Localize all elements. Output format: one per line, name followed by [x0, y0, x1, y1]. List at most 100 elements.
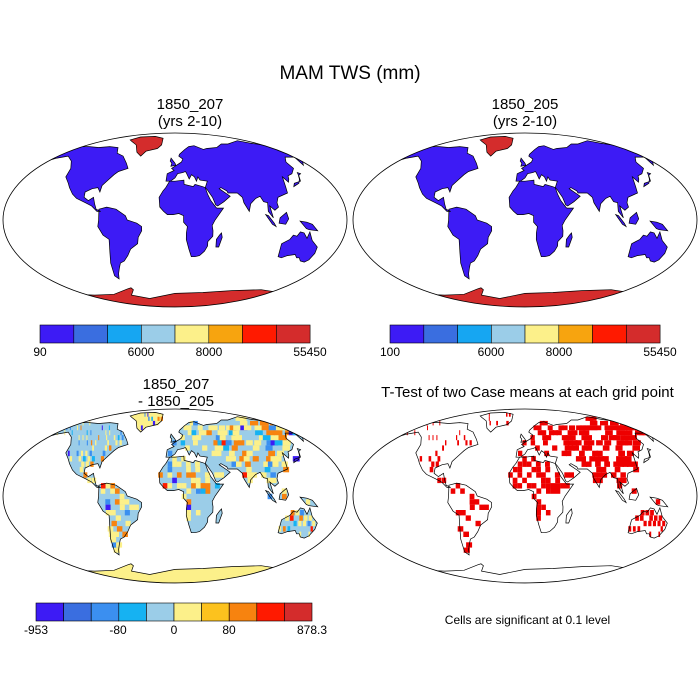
grid-cell-18	[298, 520, 302, 527]
grid-cell-82	[611, 472, 617, 478]
grid-cell-174	[233, 440, 241, 446]
coast-borneo	[278, 487, 290, 501]
grid-cell-212	[198, 430, 204, 436]
land-madagascar	[215, 508, 223, 523]
grid-cell-163	[632, 440, 641, 446]
land-madagascar	[215, 232, 223, 247]
grid-cell-171	[217, 440, 224, 446]
grid-cell-124	[181, 456, 186, 462]
coast-borneo	[278, 211, 290, 225]
grid-cell-121	[616, 456, 623, 462]
grid-cell-179	[612, 435, 621, 441]
grid-cell-190	[180, 435, 185, 441]
grid-cell-115	[272, 461, 279, 467]
grid-cell-153	[567, 440, 574, 446]
grid-cell-121	[92, 456, 95, 462]
grid-cell-87	[531, 466, 537, 473]
grid-cell-230	[610, 420, 619, 426]
cb3-swatch-5	[173, 602, 202, 622]
grid-cell-33	[536, 504, 542, 510]
grid-cell-104	[604, 461, 610, 467]
grid-cell-30	[469, 504, 475, 510]
grid-cell-205	[561, 425, 568, 431]
grid-cell-98	[526, 461, 532, 467]
grid-cell-49	[181, 493, 187, 500]
grid-cell-122	[100, 456, 104, 462]
cb3-tick-4: 878.3	[296, 623, 328, 637]
grid-cell-123	[172, 456, 177, 462]
grid-cell-56	[555, 483, 561, 489]
grid-cell-74	[536, 472, 541, 478]
grid-cell-227	[543, 420, 548, 426]
land-africa	[159, 180, 224, 257]
grid-cell-9	[107, 526, 114, 532]
grid-cell-96	[167, 466, 173, 473]
grid-cell-258	[189, 420, 195, 426]
grid-cell-133	[626, 450, 634, 457]
grid-cell-47	[305, 499, 311, 505]
grid-cell-108	[185, 461, 191, 467]
cb3-swatch-8	[256, 602, 285, 622]
panel-1-title-line-2: (yrs 2-10)	[157, 113, 223, 130]
grid-cell-126	[230, 456, 236, 462]
grid-cell-276	[144, 413, 146, 417]
grid-cell-209	[583, 425, 591, 431]
grid-cell-230	[101, 425, 103, 431]
coast-eurasia	[515, 140, 657, 219]
grid-cell-63	[522, 477, 527, 484]
grid-cell-71	[508, 472, 513, 478]
grid-cell-224	[496, 420, 498, 426]
grid-cell-189	[556, 430, 562, 436]
grid-cell-166	[436, 435, 438, 441]
grid-cell-54	[115, 488, 120, 494]
grid-cell-27	[304, 515, 308, 521]
grid-cell-100	[545, 461, 550, 467]
grid-cell-120	[602, 456, 609, 462]
grid-cell-180	[620, 435, 629, 441]
grid-cell-109	[195, 461, 200, 467]
grid-cell-86	[190, 472, 196, 478]
grid-cell-101	[581, 461, 587, 467]
grid-cell-23	[186, 515, 191, 521]
grid-cell-155	[575, 440, 582, 446]
cb3-swatch-0	[35, 602, 64, 622]
panel-3-map	[2, 408, 348, 584]
grid-cell-191	[192, 435, 197, 441]
grid-cell-246	[261, 425, 270, 431]
cb2-swatch-6	[592, 324, 627, 344]
grid-cell-134	[442, 445, 444, 451]
grid-cell-107	[622, 461, 629, 467]
grid-cell-216	[221, 430, 228, 436]
grid-cell-35	[469, 499, 475, 505]
grid-cell-99	[535, 461, 541, 467]
grid-cell-67	[191, 483, 196, 489]
grid-cell-24	[460, 510, 466, 516]
grid-cell-51	[526, 483, 532, 489]
cb3-tick-1: -80	[109, 623, 127, 637]
grid-cell-41	[186, 504, 192, 510]
grid-cell-72	[517, 472, 523, 478]
panel-2-map	[352, 132, 698, 308]
grid-cell-71	[214, 483, 220, 489]
grid-cell-145	[445, 440, 447, 446]
grid-cell-187	[113, 435, 116, 441]
coast-new-guinea	[649, 496, 669, 508]
cb1-swatch-3	[141, 324, 176, 344]
grid-cell-102	[586, 461, 592, 467]
cb1-tick-0: 90	[33, 345, 47, 359]
grid-cell-35	[295, 510, 300, 516]
difference-cells	[53, 413, 316, 553]
grid-cell-163	[95, 440, 97, 446]
grid-cell-62	[110, 483, 115, 489]
grid-cell-129	[579, 450, 585, 457]
grid-cell-22	[115, 515, 121, 521]
grid-cell-95	[435, 461, 439, 467]
grid-cell-58	[205, 488, 211, 494]
grid-cell-55	[550, 483, 556, 489]
grid-cell-119	[598, 456, 605, 462]
coast-new-guinea	[299, 220, 319, 232]
grid-cell-111	[428, 456, 432, 462]
grid-cell-274	[238, 416, 247, 421]
grid-cell-124	[435, 450, 438, 457]
grid-cell-79	[592, 472, 598, 478]
